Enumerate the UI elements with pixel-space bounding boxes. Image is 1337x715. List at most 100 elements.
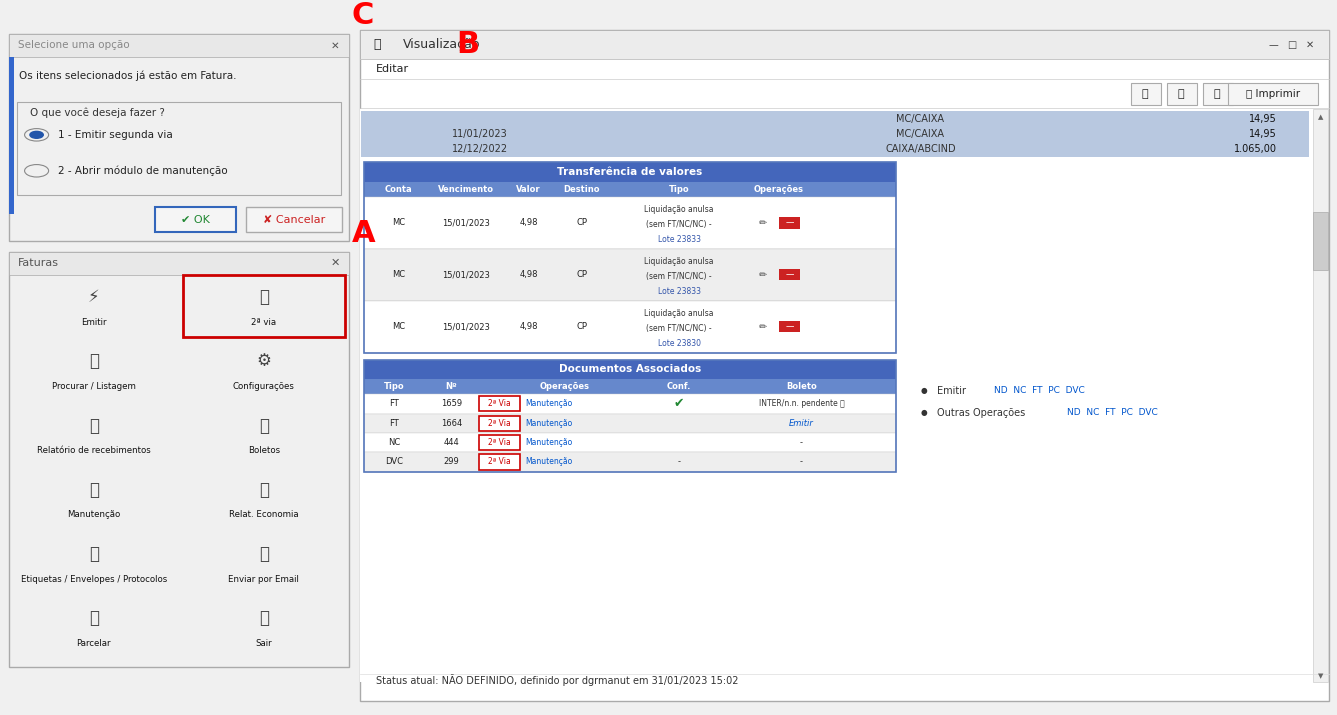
Text: ND  NC  FT  PC  DVC: ND NC FT PC DVC	[1067, 408, 1158, 417]
Text: Manutenção: Manutenção	[525, 458, 572, 466]
Text: 📑: 📑	[88, 609, 99, 627]
Text: ND  NC  FT  PC  DVC: ND NC FT PC DVC	[993, 386, 1084, 395]
FancyBboxPatch shape	[360, 31, 1329, 701]
Text: 2 - Abrir módulo de manutenção: 2 - Abrir módulo de manutenção	[57, 166, 227, 176]
Text: 🖨: 🖨	[259, 288, 269, 306]
FancyBboxPatch shape	[8, 252, 349, 275]
Text: 4,98: 4,98	[520, 322, 537, 331]
Text: FT: FT	[389, 399, 400, 408]
Text: Selecione uma opção: Selecione uma opção	[17, 40, 130, 50]
FancyBboxPatch shape	[364, 452, 896, 472]
Text: ✏: ✏	[759, 322, 767, 332]
Text: 15/01/2023: 15/01/2023	[443, 322, 491, 331]
Text: ✔: ✔	[674, 398, 685, 410]
Text: Lote 23833: Lote 23833	[658, 235, 701, 245]
Text: Operações: Operações	[540, 382, 590, 391]
FancyBboxPatch shape	[779, 270, 801, 280]
FancyBboxPatch shape	[480, 454, 520, 470]
Text: CP: CP	[576, 219, 587, 227]
FancyBboxPatch shape	[8, 34, 349, 242]
Text: Enviar por Email: Enviar por Email	[229, 575, 299, 583]
Text: Destino: Destino	[564, 185, 600, 194]
Text: Liquidação anulsa: Liquidação anulsa	[644, 205, 714, 214]
Text: Relat. Economia: Relat. Economia	[229, 511, 298, 519]
FancyBboxPatch shape	[360, 31, 1329, 59]
Text: 🖨 Imprimir: 🖨 Imprimir	[1246, 89, 1300, 99]
Text: CP: CP	[576, 270, 587, 280]
Text: C: C	[352, 1, 374, 31]
Text: Boletos: Boletos	[247, 446, 279, 455]
Text: 📊: 📊	[259, 480, 269, 498]
Text: O que você deseja fazer ?: O que você deseja fazer ?	[29, 107, 164, 118]
FancyBboxPatch shape	[364, 182, 896, 197]
FancyBboxPatch shape	[8, 252, 349, 666]
Text: MC: MC	[392, 219, 405, 227]
Text: MC/CAIXA: MC/CAIXA	[896, 129, 944, 139]
Text: Editar: Editar	[376, 64, 409, 74]
Text: -: -	[800, 458, 804, 466]
Text: Manutenção: Manutenção	[67, 511, 120, 519]
Text: 1 - Emitir segunda via: 1 - Emitir segunda via	[57, 130, 172, 140]
Text: 🔄: 🔄	[1178, 89, 1185, 99]
FancyBboxPatch shape	[361, 127, 1309, 142]
Text: —: —	[785, 270, 794, 280]
Text: Procurar / Listagem: Procurar / Listagem	[52, 382, 135, 391]
FancyBboxPatch shape	[8, 34, 349, 56]
Text: Emitir: Emitir	[82, 318, 107, 327]
Text: Etiquetas / Envelopes / Protocolos: Etiquetas / Envelopes / Protocolos	[20, 575, 167, 583]
Text: —: —	[1267, 40, 1278, 50]
Text: Os itens selecionados já estão em Fatura.: Os itens selecionados já estão em Fatura…	[19, 71, 237, 81]
Text: 299: 299	[444, 458, 460, 466]
FancyBboxPatch shape	[16, 102, 341, 195]
Text: 11/01/2023: 11/01/2023	[452, 129, 508, 139]
Text: 444: 444	[444, 438, 460, 447]
Text: B: B	[456, 31, 479, 59]
Text: Nº: Nº	[445, 382, 457, 391]
Text: -: -	[678, 458, 681, 466]
Text: 1.065,00: 1.065,00	[1234, 144, 1277, 154]
Text: -: -	[800, 438, 804, 447]
FancyBboxPatch shape	[1313, 212, 1328, 270]
Text: Faturas: Faturas	[17, 258, 59, 268]
Text: ✔ OK: ✔ OK	[180, 214, 210, 225]
Text: Manutenção: Manutenção	[525, 438, 572, 447]
FancyBboxPatch shape	[1227, 83, 1318, 105]
Text: 15/01/2023: 15/01/2023	[443, 219, 491, 227]
Text: ⚡: ⚡	[88, 288, 99, 306]
FancyBboxPatch shape	[1203, 83, 1233, 105]
FancyBboxPatch shape	[779, 217, 801, 229]
Text: 🔭: 🔭	[88, 352, 99, 370]
Text: MC/CAIXA: MC/CAIXA	[896, 114, 944, 124]
Text: Transferência de valores: Transferência de valores	[558, 167, 702, 177]
FancyBboxPatch shape	[779, 321, 801, 332]
Text: 🏹: 🏹	[88, 417, 99, 435]
Text: Manutenção: Manutenção	[525, 399, 572, 408]
Text: NC: NC	[388, 438, 401, 447]
Text: 📋: 📋	[88, 480, 99, 498]
Text: 15/01/2023: 15/01/2023	[443, 270, 491, 280]
Text: Status atual: NÃO DEFINIDO, definido por dgrmanut em 31/01/2023 15:02: Status atual: NÃO DEFINIDO, definido por…	[376, 674, 738, 686]
Text: MC: MC	[392, 270, 405, 280]
Text: INTER/n.n. pendente 📊: INTER/n.n. pendente 📊	[758, 399, 845, 408]
Text: 2ª Via: 2ª Via	[488, 399, 511, 408]
Text: FT: FT	[389, 419, 400, 428]
Text: ▼: ▼	[1318, 674, 1324, 679]
Text: A: A	[352, 220, 376, 248]
FancyBboxPatch shape	[360, 109, 1310, 682]
Text: □: □	[1288, 40, 1297, 50]
Text: Emitir: Emitir	[937, 386, 967, 396]
Text: 🔍: 🔍	[1214, 89, 1221, 99]
Text: ✘ Cancelar: ✘ Cancelar	[263, 214, 325, 225]
FancyBboxPatch shape	[1313, 109, 1328, 682]
Text: Relatório de recebimentos: Relatório de recebimentos	[37, 446, 151, 455]
Text: Sair: Sair	[255, 638, 273, 648]
FancyBboxPatch shape	[364, 379, 896, 394]
FancyBboxPatch shape	[364, 360, 896, 379]
FancyBboxPatch shape	[1131, 83, 1161, 105]
Text: 🗂: 🗂	[88, 545, 99, 563]
FancyBboxPatch shape	[364, 301, 896, 352]
Text: 14,95: 14,95	[1249, 114, 1277, 124]
Text: (sem FT/NC/NC) -: (sem FT/NC/NC) -	[646, 220, 711, 230]
FancyBboxPatch shape	[364, 433, 896, 452]
Text: ✕: ✕	[330, 258, 340, 268]
